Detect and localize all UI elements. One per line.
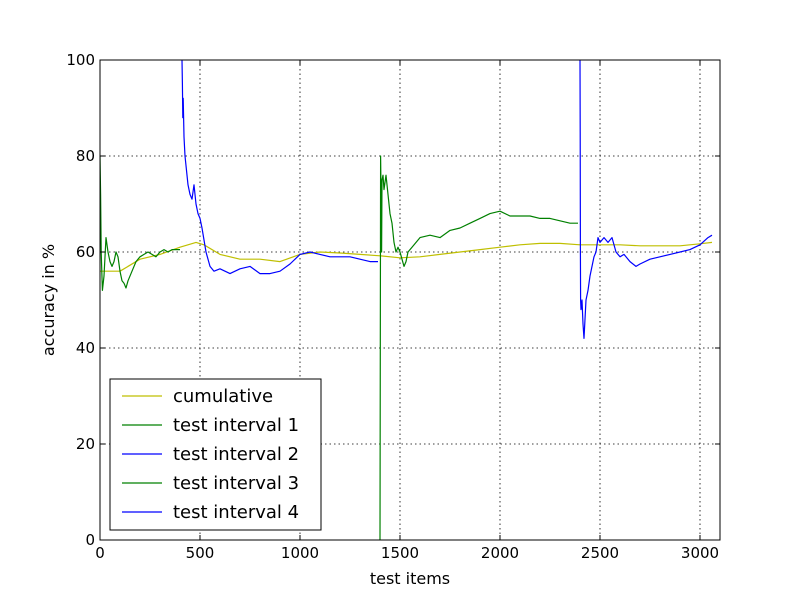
legend-label: test interval 2 <box>173 444 299 465</box>
x-tick-label: 0 <box>95 544 105 562</box>
y-axis-label: accuracy in % <box>39 244 58 356</box>
legend-label: test interval 4 <box>173 502 299 523</box>
series-line-2 <box>100 155 180 291</box>
series-layer <box>100 60 713 540</box>
x-tick-label: 500 <box>186 544 215 562</box>
series-line-3 <box>181 60 378 275</box>
x-tick-label: 1500 <box>381 544 419 562</box>
y-tick-label: 60 <box>76 243 95 261</box>
plot-frame <box>99 59 721 541</box>
y-tick-label: 80 <box>76 147 95 165</box>
x-tick-label: 2500 <box>581 544 619 562</box>
legend-label: test interval 3 <box>173 473 299 494</box>
series-line-4 <box>379 155 578 540</box>
legend-label: cumulative <box>173 386 273 407</box>
y-tick-label: 0 <box>85 531 95 549</box>
y-tick-label: 40 <box>76 339 95 357</box>
x-tick-label: 1000 <box>281 544 319 562</box>
legend-entries: cumulative test interval 1 test interval 2… <box>122 386 299 523</box>
y-tick-label: 20 <box>76 435 95 453</box>
series-line-5 <box>579 60 713 339</box>
x-tick-label: 2000 <box>481 544 519 562</box>
x-tick-label: 3000 <box>681 544 719 562</box>
grid <box>100 60 720 540</box>
axis-ticks: 0 500 1000 1500 2000 2500 3000 0 20 40 60 80 100 <box>66 51 720 562</box>
legend: cumulative test interval 1 test interval 2… <box>109 378 322 531</box>
x-axis-label: test items <box>370 569 450 588</box>
series-line-1 <box>100 241 713 272</box>
legend-label: test interval 1 <box>173 415 299 436</box>
y-tick-label: 100 <box>66 51 95 69</box>
